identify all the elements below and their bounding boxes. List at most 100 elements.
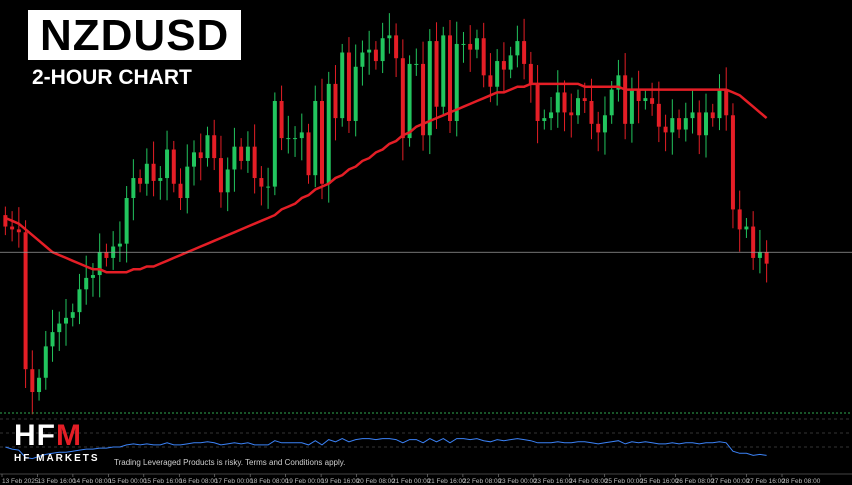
candle-body (495, 61, 500, 87)
x-tick-label: 23 Feb 00:00 (498, 478, 537, 485)
candle-body (293, 138, 298, 140)
candle-body (192, 152, 196, 167)
candle-body (84, 277, 89, 290)
hfm-logo: HFM HF MARKETS (14, 419, 100, 465)
candle-body (576, 98, 580, 116)
candle-body (198, 152, 203, 159)
candle-body (158, 178, 163, 181)
candle-body (387, 35, 392, 39)
candle-body (704, 112, 708, 136)
candle-body (562, 92, 567, 113)
x-tick-label: 27 Feb 16:00 (747, 478, 786, 485)
candle-body (313, 101, 318, 176)
candle-body (764, 252, 769, 264)
candle-body (629, 89, 634, 124)
candle-body (508, 55, 513, 70)
x-tick-label: 21 Feb 00:00 (392, 478, 431, 485)
candle-body (636, 89, 641, 102)
candle-body (218, 158, 223, 193)
candle-body (683, 118, 688, 130)
x-tick-label: 28 Feb 08:00 (782, 478, 821, 485)
candle-body (171, 149, 176, 184)
candle-body (461, 43, 466, 45)
candle-body (670, 118, 675, 133)
candle-body (30, 369, 35, 393)
candle-body (43, 346, 48, 378)
candle-body (239, 146, 244, 161)
candle-body (333, 83, 338, 119)
candle-body (232, 146, 237, 170)
risk-disclaimer: Trading Leveraged Products is risky. Ter… (114, 458, 346, 467)
candle-body (144, 163, 149, 184)
logo-hf: HF (14, 419, 56, 452)
candle-body (542, 118, 547, 121)
x-tick-label: 14 Feb 08:00 (73, 478, 112, 485)
x-tick-label: 19 Feb 16:00 (321, 478, 360, 485)
candle-body (306, 132, 311, 176)
candle-body (623, 75, 628, 124)
candle-body (596, 123, 601, 133)
candle-body (16, 229, 21, 233)
x-tick-label: 13 Feb 2025 (2, 478, 39, 485)
candle-body (441, 35, 446, 107)
candle-body (90, 275, 95, 278)
candle-body (501, 61, 506, 70)
candle-body (481, 38, 486, 76)
x-tick-label: 22 Feb 08:00 (463, 478, 502, 485)
candle-body (10, 226, 15, 230)
candle-body (474, 38, 479, 50)
candle-body (522, 41, 527, 64)
candle-body (104, 252, 109, 258)
candle-body (717, 89, 722, 119)
x-tick-label: 21 Feb 16:00 (427, 478, 466, 485)
candle-body (535, 83, 540, 121)
candle-body (373, 49, 378, 62)
candle-body (266, 186, 271, 188)
candle-body (97, 252, 102, 276)
candle-body (151, 163, 156, 181)
candle-body (37, 377, 42, 393)
candle-body (212, 135, 217, 159)
candle-body (730, 115, 735, 210)
x-tick-label: 27 Feb 00:00 (711, 478, 750, 485)
candle-body (589, 101, 594, 124)
candle-body (744, 226, 749, 230)
logo-m: M (56, 419, 82, 452)
candle-body (252, 146, 257, 179)
candle-body (64, 317, 68, 324)
candle-body (131, 178, 136, 199)
candle-body (602, 115, 607, 133)
chart-subtitle: 2-HOUR CHART (32, 66, 192, 89)
candle-body (326, 83, 331, 184)
candle-body (582, 98, 587, 102)
candle-body (353, 66, 358, 121)
candle-body (528, 63, 533, 84)
candle-body (286, 138, 291, 140)
candle-body (117, 243, 122, 247)
candle-body (380, 38, 385, 62)
candle-body (299, 132, 304, 139)
candle-body (3, 215, 8, 227)
candle-body (400, 58, 405, 139)
x-tick-label: 13 Feb 16:00 (37, 478, 76, 485)
candle-body (185, 166, 190, 199)
candle-body (23, 232, 28, 370)
candle-body (757, 252, 762, 258)
candle-body (751, 226, 756, 258)
candle-body (124, 198, 129, 244)
candle-body (609, 89, 614, 116)
candle-body (279, 101, 284, 139)
candle-body (697, 112, 702, 136)
x-tick-label: 17 Feb 00:00 (215, 478, 254, 485)
candle-body (77, 289, 82, 313)
candle-body (421, 63, 426, 136)
main-price-panel (0, 13, 852, 415)
candle-body (468, 43, 473, 50)
candle-body (340, 52, 345, 119)
candle-body (320, 101, 324, 184)
candle-body (663, 126, 668, 133)
candle-body (414, 63, 419, 65)
candle-body (454, 43, 459, 121)
x-tick-label: 24 Feb 08:00 (569, 478, 608, 485)
